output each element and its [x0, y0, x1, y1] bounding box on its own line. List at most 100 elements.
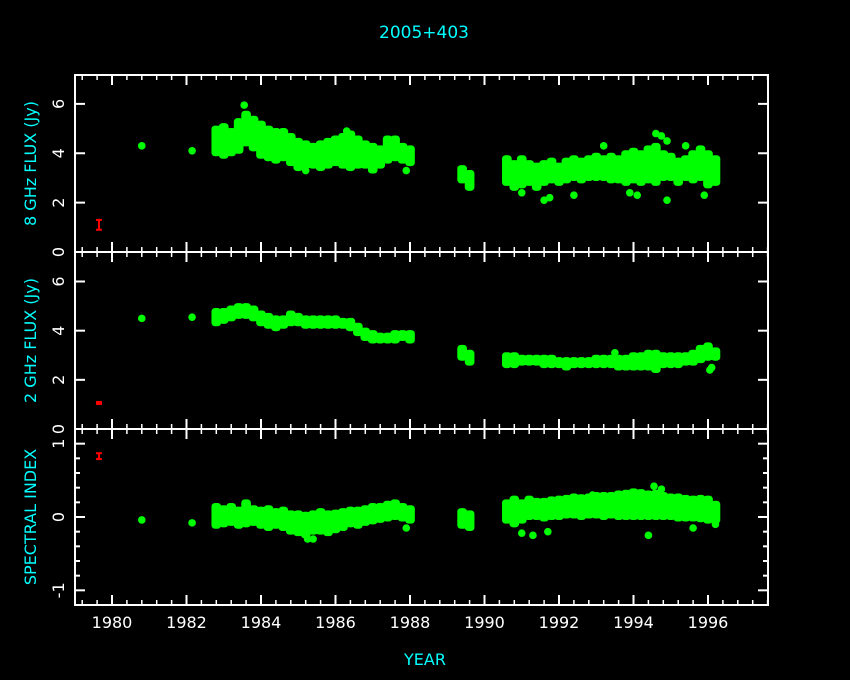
data-band: [554, 162, 564, 186]
data-band: [271, 315, 281, 332]
data-band: [226, 128, 237, 157]
data-band: [397, 503, 408, 522]
x-tick-label: 1980: [92, 613, 133, 632]
data-band: [569, 493, 579, 519]
data-band: [315, 508, 326, 535]
data-band: [688, 495, 698, 522]
data-band: [256, 506, 266, 529]
data-band: [554, 495, 564, 520]
data-band: [680, 494, 691, 522]
data-band: [263, 312, 274, 329]
data-band: [703, 150, 713, 189]
y-axis-label: 2 GHz FLUX (Jy): [21, 278, 40, 403]
data-point: [517, 188, 526, 197]
data-point: [529, 531, 537, 540]
data-band: [531, 497, 542, 520]
data-point: [644, 531, 653, 540]
data-band: [643, 349, 654, 371]
data-band: [569, 155, 579, 181]
x-tick-label: 1986: [315, 613, 356, 632]
data-band: [382, 135, 393, 164]
data-band: [375, 145, 386, 169]
data-band: [673, 157, 684, 186]
data-point: [402, 524, 411, 532]
data-band: [561, 157, 572, 184]
axes: 1980 1982 1984 1986 1988 1990 1992 1994 1996 0 2 4 6…: [21, 74, 769, 632]
data-band: [695, 344, 706, 364]
data-band: [263, 125, 274, 162]
data-band: [330, 509, 341, 534]
data-band: [390, 330, 400, 344]
data-band: [710, 155, 721, 186]
data-band: [405, 505, 415, 524]
data-band: [353, 506, 363, 529]
data-band: [591, 492, 602, 519]
data-band: [546, 496, 557, 520]
data-band: [263, 505, 274, 531]
data-band: [606, 354, 616, 369]
data-band: [539, 354, 549, 369]
data-point: [657, 132, 666, 140]
y-tick-label: 0: [49, 424, 68, 434]
data-band: [688, 150, 698, 184]
data-point: [402, 166, 411, 175]
data-band: [211, 503, 222, 529]
data-band: [285, 310, 296, 327]
data-band: [628, 352, 639, 371]
data-band: [405, 145, 415, 167]
data-band: [598, 155, 609, 181]
data-band: [561, 494, 572, 519]
data-point: [301, 166, 310, 175]
data-band: [233, 303, 244, 319]
error-bar: [95, 452, 102, 461]
data-band: [621, 150, 631, 186]
data-band: [636, 352, 646, 371]
data-point: [588, 491, 597, 499]
data-point: [633, 191, 642, 200]
data-band: [308, 510, 318, 535]
data-band: [524, 354, 535, 366]
data-band: [323, 315, 333, 329]
data-band: [323, 510, 333, 537]
data-band: [509, 352, 520, 369]
y-tick-label: 2: [49, 198, 68, 208]
data-band: [636, 150, 646, 186]
data-band: [241, 110, 251, 147]
data-band: [561, 357, 572, 371]
data-band: [293, 312, 304, 327]
data-band: [546, 354, 557, 369]
data-point: [657, 485, 666, 493]
data-band: [390, 135, 400, 162]
data-band: [353, 322, 363, 337]
data-band: [457, 344, 467, 361]
plot-frame: [74, 74, 769, 606]
data-band: [509, 160, 520, 191]
data-band: [353, 135, 363, 169]
data-band: [464, 170, 475, 191]
data-band: [710, 500, 721, 524]
data-band: [576, 357, 587, 369]
data-point: [342, 127, 351, 135]
data-point: [517, 529, 526, 537]
data-band: [531, 354, 542, 366]
data-band: [308, 142, 318, 169]
data-band: [703, 495, 713, 524]
data-band: [256, 310, 266, 327]
chart-title: 2005+403: [379, 23, 469, 43]
data-band: [278, 506, 289, 531]
data-band: [360, 140, 371, 169]
data-band: [330, 135, 341, 167]
data-band: [524, 160, 535, 186]
y-tick-label: 2: [49, 375, 68, 385]
x-tick-label: 1984: [241, 613, 282, 632]
data-band: [382, 500, 393, 522]
data-band: [658, 492, 669, 520]
data-band: [643, 490, 654, 520]
data-band: [606, 492, 616, 519]
data-band: [695, 494, 706, 523]
data-point: [570, 191, 578, 200]
data-point: [650, 482, 658, 491]
data-band: [680, 352, 691, 366]
data-band: [308, 315, 318, 329]
data-point: [663, 196, 671, 204]
